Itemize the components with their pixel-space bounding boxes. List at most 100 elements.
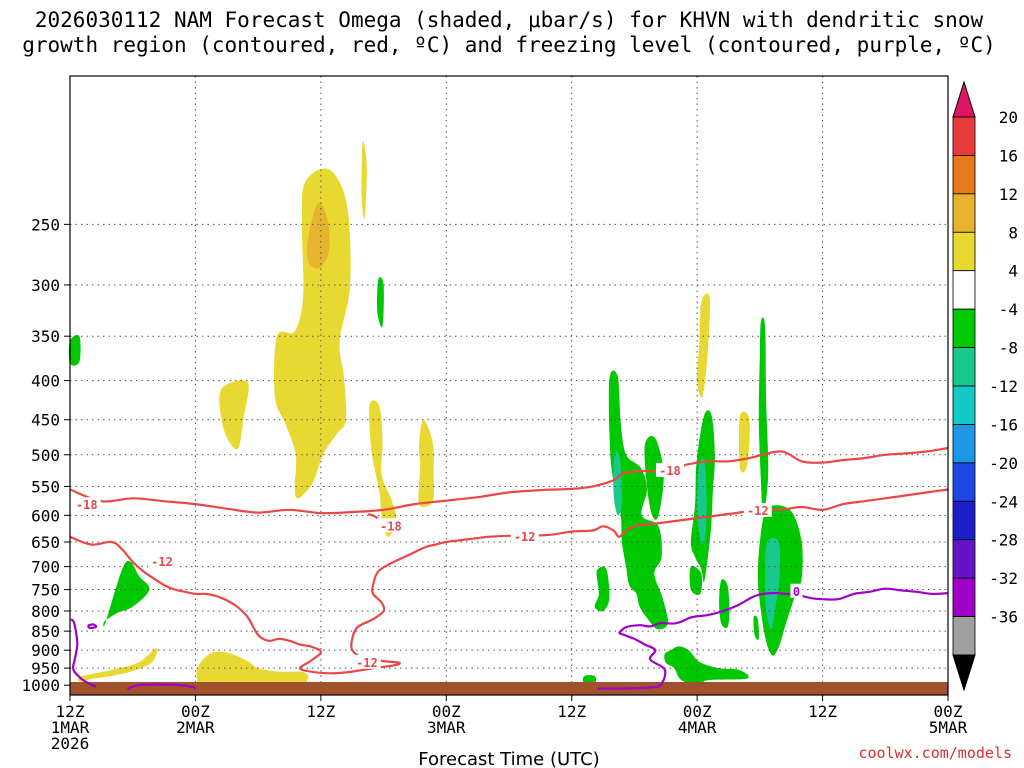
x-tick-label-h48: 12Z [557,702,586,721]
colorbar-bottom-triangle [952,654,976,692]
colorbar-box-3 [952,231,976,272]
colorbar-box-9 [952,462,976,502]
colorbar-label-9: -20 [989,454,1018,473]
omega-region-neg-10 [68,334,81,366]
y-tick-label-400: 400 [31,372,60,391]
x-tick-label-h36: 00Z [432,702,461,721]
colorbar-label-4: 4 [1008,262,1018,281]
y-tick-label-750: 750 [31,581,60,600]
colorbar-label-10: -24 [989,492,1018,511]
colorbar-box-2 [952,193,976,233]
colorbar-box-7 [952,385,976,425]
colorbar-box-13 [952,616,976,656]
omega-region-pos-6 [196,651,309,691]
contour-label-0: -18 [76,498,98,512]
contour-label-bg-3 [510,528,539,543]
omega-region-neg-11 [377,277,384,328]
contour-line-9 [70,618,97,688]
contour-label-2: -18 [659,464,681,478]
omega-region-pos-1 [219,380,249,450]
contour-line-3 [69,488,949,675]
omega-region-neg-17 [689,565,703,596]
omega-region-pos-3 [369,400,397,537]
omega-region-neg-13 [608,370,669,630]
contour-label-bg-0 [72,497,101,512]
chart-title-line2: growth region (contoured, red, ºC) and f… [22,33,996,57]
y-tick-label-900: 900 [31,641,60,660]
contour-label-5: -12 [747,504,769,518]
omega-region-neg-12 [103,560,150,627]
omega-region-neg-22 [664,646,749,686]
colorbar-label-11: -28 [989,531,1018,550]
omega-region-neg-24 [613,451,622,516]
contour-label-bg-7 [790,583,803,598]
omega-region-neg-21 [753,615,759,640]
y-tick-label-650: 650 [31,533,60,552]
colorbar-label-0: 20 [999,108,1018,127]
x-tick-date-h0: 1MAR [51,718,90,737]
y-tick-label-1000: 1000 [21,676,60,695]
contour-label-3: -12 [514,530,536,544]
omega-region-pos-0 [274,168,351,499]
plot-area: -18 -18 -18 -12 -12 -12 -12 0 [68,75,949,696]
colorbar-box-8 [952,424,976,464]
contour-line-0 [69,446,949,515]
colorbar-label-5: -4 [999,300,1018,319]
x-tick-date-h84: 5MAR [929,718,968,737]
contour-labels: -18 -18 -18 -12 -12 -12 -12 0 [72,462,803,670]
omega-region-pos-9 [306,203,330,269]
x-tick-year-h0: 2026 [51,734,90,753]
omega-region-pos-5 [77,648,158,682]
colorbar-box-4 [952,270,976,310]
contour-line-7 [618,587,949,634]
y-tick-label-500: 500 [31,446,60,465]
y-tick-label-300: 300 [31,276,60,295]
colorbar-label-3: 8 [1008,223,1018,242]
omega-region-pos-2 [361,140,367,219]
colorbar-box-6 [952,347,976,387]
x-tick-label-h72: 12Z [808,702,837,721]
x-tick-label-h24: 12Z [306,702,335,721]
x-tick-label-h60: 00Z [683,702,712,721]
y-tick-label-800: 800 [31,602,60,621]
y-tick-label-850: 850 [31,622,60,641]
x-tick-date-h36: 3MAR [427,718,466,737]
omega-region-neg-18 [719,579,730,629]
omega-region-neg-15 [594,566,610,612]
contour-label-4: -12 [356,656,378,670]
contour-label-bg-2 [655,462,684,477]
omega-region-pos-8 [738,411,750,473]
omega-region-pos-7 [697,293,710,398]
contour-line-11 [86,623,98,630]
omega-region-neg-25 [696,458,707,544]
omega-region-neg-14 [644,436,664,520]
omega-region-pos-4 [418,419,435,507]
y-tick-label-600: 600 [31,506,60,525]
contour-line-10 [127,683,197,691]
colorbar-label-12: -32 [989,569,1018,588]
colorbar-box-5 [952,308,976,348]
omega-region-neg-26 [765,537,781,630]
y-tick-label-250: 250 [31,215,60,234]
colorbar-label-13: -36 [989,608,1018,627]
contour-line-8 [597,632,667,690]
terrain-ground [70,682,948,695]
contour-label-1: -18 [380,519,402,533]
colorbar-box-0 [952,116,976,156]
x-tick-label-h84: 00Z [934,702,963,721]
x-tick-label-h0: 12Z [56,702,85,721]
colorbar-box-12 [952,577,976,617]
contour-label-bg-5 [743,502,772,517]
y-tick-label-550: 550 [31,477,60,496]
y-tick-label-950: 950 [31,659,60,678]
colorbar-box-1 [952,155,976,195]
x-axis-title: Forecast Time (UTC) [418,749,599,768]
contour-label-7: 0 [793,585,800,599]
colorbar-box-11 [952,539,976,579]
colorbar-label-2: 12 [999,185,1018,204]
colorbar-box-10 [952,500,976,541]
y-tick-label-450: 450 [31,411,60,430]
